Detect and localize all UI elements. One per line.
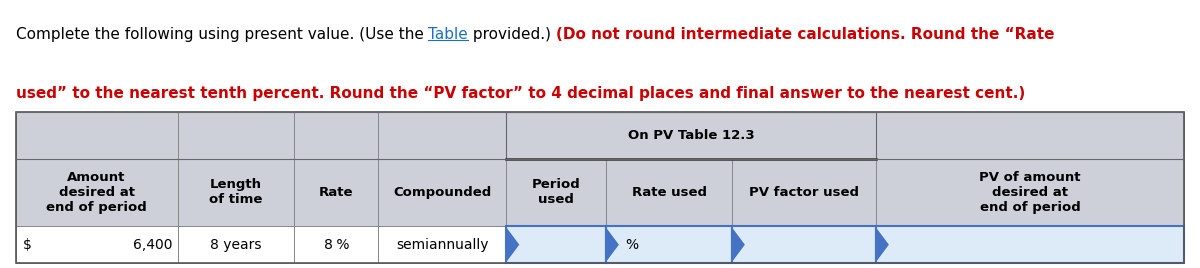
Bar [606, 112, 732, 159]
Text: Rate: Rate [319, 186, 353, 199]
Bar [294, 226, 378, 263]
Bar [732, 226, 876, 263]
Text: (Do not round intermediate calculations. Round the “Rate: (Do not round intermediate calculations.… [556, 27, 1055, 42]
Bar [378, 112, 506, 159]
Text: %: % [332, 238, 350, 252]
Bar [294, 112, 378, 159]
Bar [294, 159, 378, 226]
Bar [506, 112, 606, 159]
Text: Table: Table [428, 27, 468, 42]
Polygon shape [732, 229, 744, 261]
Bar [876, 226, 1184, 263]
Bar [178, 226, 294, 263]
Text: 6,400: 6,400 [133, 238, 173, 252]
Bar [606, 226, 732, 263]
Bar [16, 159, 178, 226]
Text: On PV Table 12.3: On PV Table 12.3 [628, 129, 755, 142]
Text: Amount
desired at
end of period: Amount desired at end of period [47, 171, 146, 214]
Text: $: $ [23, 238, 31, 252]
Text: PV factor used: PV factor used [749, 186, 859, 199]
Polygon shape [506, 229, 518, 261]
Text: PV of amount
desired at
end of period: PV of amount desired at end of period [979, 171, 1081, 214]
Bar [378, 226, 506, 263]
Bar [506, 226, 606, 263]
Bar [178, 159, 294, 226]
Polygon shape [876, 229, 888, 261]
Text: %: % [625, 238, 638, 252]
Bar [506, 159, 606, 226]
Bar [178, 112, 294, 159]
Text: 8: 8 [324, 238, 332, 252]
Bar [506, 112, 876, 159]
Bar [876, 159, 1184, 226]
Bar [16, 112, 178, 159]
Bar [732, 112, 876, 159]
Bar [732, 159, 876, 226]
Text: used” to the nearest tenth percent. Round the “PV factor” to 4 decimal places an: used” to the nearest tenth percent. Roun… [16, 86, 1025, 101]
Bar [16, 226, 178, 263]
Text: Period
used: Period used [532, 178, 581, 206]
Text: semiannually: semiannually [396, 238, 488, 252]
Text: Complete the following using present value. (Use the: Complete the following using present val… [16, 27, 428, 42]
Bar [378, 159, 506, 226]
Bar [606, 159, 732, 226]
Text: 8 years: 8 years [210, 238, 262, 252]
Bar [876, 112, 1184, 159]
Text: Rate used: Rate used [631, 186, 707, 199]
Text: Length
of time: Length of time [209, 178, 263, 206]
Polygon shape [606, 229, 618, 261]
Text: Compounded: Compounded [394, 186, 491, 199]
Text: provided.): provided.) [468, 27, 556, 42]
